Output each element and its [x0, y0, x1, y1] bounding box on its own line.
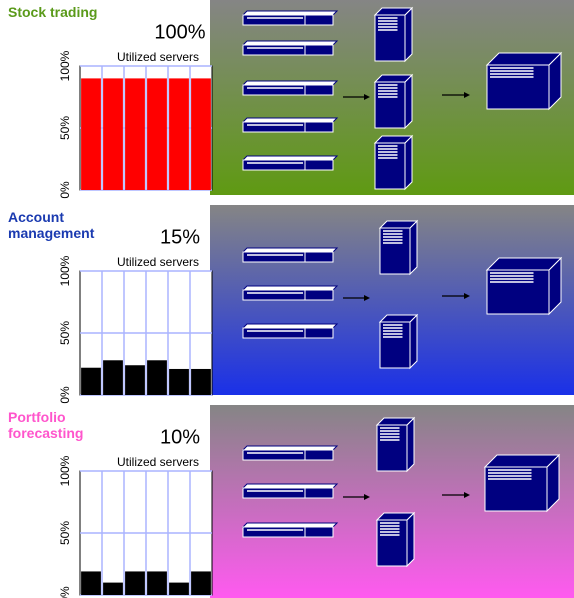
arrow-head [464, 492, 470, 498]
box-front [374, 81, 406, 129]
bar [81, 571, 101, 595]
box-side [404, 73, 413, 130]
box-front [486, 64, 550, 110]
bar [81, 78, 101, 190]
bar [147, 78, 167, 190]
bar [191, 571, 211, 595]
rack-top [241, 155, 339, 161]
box-side [409, 219, 418, 276]
bar [81, 367, 101, 395]
box-front [379, 227, 411, 275]
utilization: 100% [154, 21, 205, 43]
rack-top [241, 285, 339, 291]
bar [169, 78, 189, 190]
box-front [379, 321, 411, 369]
box-top [375, 417, 416, 426]
bar [191, 368, 211, 395]
utilization: 10% [160, 426, 200, 448]
y-tick-label: 50% [58, 321, 72, 345]
arrow-head [464, 293, 470, 299]
rack-server [242, 84, 334, 96]
rack-top [241, 10, 339, 16]
y-tick-label: 100% [58, 50, 72, 81]
box-side [406, 511, 415, 568]
y-tick-label: 50% [58, 116, 72, 140]
box-side [409, 313, 418, 370]
box-top [378, 314, 419, 323]
box-front [374, 142, 406, 190]
rack-top [241, 323, 339, 329]
bar [169, 368, 189, 395]
annotation: Utilized servers [117, 455, 199, 469]
box-front [376, 424, 408, 472]
bar [103, 360, 123, 395]
arrow-head [364, 94, 370, 100]
rack-server [242, 289, 334, 301]
y-tick-label: 0% [58, 386, 72, 404]
rack-server [242, 44, 334, 56]
y-tick-label: 100% [58, 255, 72, 286]
bar [125, 365, 145, 395]
arrow-head [364, 494, 370, 500]
bar [125, 571, 145, 595]
rack-top [241, 117, 339, 123]
box-side [404, 6, 413, 63]
y-tick-label: 50% [58, 521, 72, 545]
box-front [484, 466, 548, 512]
bar [103, 78, 123, 190]
box-front [376, 519, 408, 567]
bar [125, 78, 145, 190]
box-top [375, 512, 416, 521]
box-side [406, 416, 415, 473]
box-top [373, 74, 414, 83]
rack-server [242, 159, 334, 171]
annotation: Utilized servers [117, 255, 199, 269]
rack-top [241, 483, 339, 489]
y-tick-label: 100% [58, 455, 72, 486]
rack-top [241, 247, 339, 253]
rack-server [242, 327, 334, 339]
bar [191, 78, 211, 190]
panel-title: Stock trading [8, 4, 98, 20]
bar [103, 582, 123, 595]
box-top [485, 257, 563, 271]
box-top [373, 135, 414, 144]
panel-title: Account management [8, 209, 95, 241]
bar [147, 360, 167, 395]
rack-server [242, 121, 334, 133]
rack-server [242, 251, 334, 263]
box-top [373, 7, 414, 16]
rack-server [242, 526, 334, 538]
rack-top [241, 40, 339, 46]
rack-server [242, 487, 334, 499]
box-top [378, 220, 419, 229]
panel-title: Portfolio forecasting [8, 409, 84, 441]
bar [147, 571, 167, 595]
box-front [374, 14, 406, 62]
arrow-head [464, 92, 470, 98]
y-tick-label: 0% [58, 181, 72, 199]
box-top [483, 454, 561, 468]
rack-top [241, 445, 339, 451]
box-front [486, 269, 550, 315]
box-top [485, 52, 563, 66]
box-side [404, 134, 413, 191]
y-tick-label: 0% [58, 586, 72, 598]
annotation: Utilized servers [117, 50, 199, 64]
rack-top [241, 80, 339, 86]
rack-server [242, 14, 334, 26]
rack-top [241, 522, 339, 528]
rack-server [242, 449, 334, 461]
bar [169, 582, 189, 595]
arrow-head [364, 295, 370, 301]
utilization: 15% [160, 226, 200, 248]
